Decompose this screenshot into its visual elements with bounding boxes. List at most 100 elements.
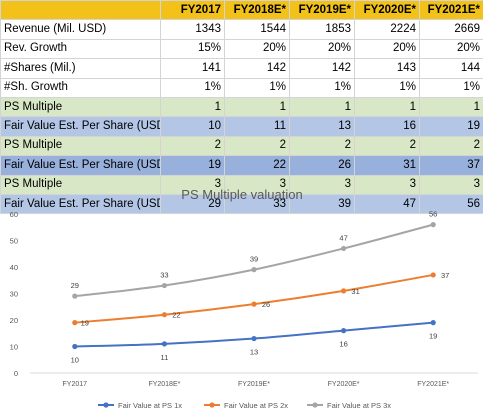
y-tick-label: 20 — [10, 316, 18, 325]
data-point — [161, 282, 167, 289]
data-point — [430, 222, 436, 228]
data-label: 31 — [351, 287, 359, 296]
header-cell — [0, 0, 161, 21]
data-label: 47 — [339, 233, 347, 242]
table-cell: 10 — [160, 116, 225, 137]
data-point — [341, 328, 347, 334]
x-axis: FY2017 FY2018E* FY2019E* FY2020E* FY2021E* — [63, 381, 450, 388]
table-cell: 1% — [354, 77, 420, 98]
data-label: 19 — [429, 332, 437, 341]
y-tick-label: 10 — [10, 343, 18, 352]
table-cell: 3 — [224, 174, 290, 195]
series-group: 10 11 13 16 19 19 22 26 31 37 29 33 39 47 56 — [71, 210, 450, 365]
chart-title: PS Multiple valuation — [181, 187, 302, 202]
table-row: Fair Value Est. Per Share (USD) 19 22 26 31 3… — [0, 155, 483, 176]
row-label: PS Multiple — [0, 174, 161, 195]
data-label: 22 — [172, 311, 180, 320]
legend-marker — [209, 402, 215, 408]
row-label: #Sh. Growth — [0, 77, 161, 98]
table-cell: 22 — [224, 155, 290, 176]
table-cell: 15% — [160, 38, 225, 60]
row-label: PS Multiple — [0, 96, 161, 118]
table-cell: 2224 — [354, 19, 420, 40]
table-cell: 2 — [419, 135, 483, 157]
data-point — [161, 312, 167, 318]
data-point — [161, 341, 167, 347]
table-cell: 2 — [160, 135, 225, 157]
row-label: Fair Value Est. Per Share (USD) — [0, 155, 161, 176]
table-row: PS Multiple 3 3 3 3 3 — [0, 174, 483, 195]
header-cell: FY2020E* — [354, 0, 420, 21]
table-cell: 2669 — [419, 19, 483, 40]
table-cell: 39 — [289, 193, 355, 215]
data-point — [72, 320, 78, 326]
table-cell: 19 — [419, 116, 483, 137]
table-cell: 3 — [289, 174, 355, 195]
x-tick-label: FY2020E* — [328, 381, 360, 388]
table-body: Revenue (Mil. USD) 1343 1544 1853 2224 2669 Re… — [0, 19, 483, 215]
y-tick-label: 50 — [10, 237, 18, 246]
data-point — [251, 335, 257, 342]
data-label: 19 — [81, 319, 89, 328]
table-cell: 11 — [224, 116, 290, 137]
table-cell: 143 — [354, 58, 420, 79]
data-point — [341, 245, 347, 252]
data-label: 26 — [262, 300, 270, 309]
x-tick-label: FY2017 — [63, 381, 88, 388]
data-point — [72, 343, 78, 350]
data-label: 33 — [160, 271, 168, 280]
table-cell: 56 — [419, 193, 483, 215]
table-cell: 1 — [419, 96, 483, 118]
data-point — [72, 293, 78, 299]
table-cell: 1853 — [289, 19, 355, 40]
table-cell: 20% — [289, 38, 355, 60]
data-point — [430, 272, 436, 278]
ps-multiple-chart: PS Multiple valuation 0 10 20 30 40 50 60 FY20… — [10, 187, 478, 410]
table-cell: 20% — [224, 38, 290, 60]
table-cell: 29 — [160, 193, 225, 215]
table-row: Rev. Growth 15% 20% 20% 20% 20% — [0, 38, 483, 60]
y-tick-label: 0 — [14, 369, 18, 378]
table-cell: 20% — [419, 38, 483, 60]
table-cell: 3 — [160, 174, 225, 195]
table-cell: 3 — [419, 174, 483, 195]
data-label: 56 — [429, 210, 437, 219]
table-cell: 20% — [354, 38, 420, 60]
header-cell: FY2019E* — [289, 0, 355, 21]
data-label: 29 — [71, 281, 79, 290]
table-cell: 16 — [354, 116, 420, 137]
x-tick-label: FY2021E* — [417, 381, 449, 388]
table-cell: 141 — [160, 58, 225, 79]
table-cell: 1544 — [224, 19, 290, 40]
table-row: PS Multiple 2 2 2 2 2 — [0, 135, 483, 157]
table-cell: 26 — [289, 155, 355, 176]
series-line — [74, 273, 434, 324]
data-label: 10 — [71, 356, 79, 365]
table-row: Fair Value Est. Per Share (USD) 29 33 39 47 5… — [0, 193, 483, 215]
legend-label: Fair Value at PS 3x — [327, 401, 391, 410]
row-label: Fair Value Est. Per Share (USD) — [0, 116, 161, 137]
row-label: #Shares (Mil.) — [0, 58, 161, 79]
y-tick-label: 40 — [10, 263, 18, 272]
y-tick-label: 60 — [10, 210, 18, 219]
table-row: #Sh. Growth 1% 1% 1% 1% 1% — [0, 77, 483, 98]
table-row: Fair Value Est. Per Share (USD) 10 11 13 16 1… — [0, 116, 483, 137]
table-cell: 144 — [419, 58, 483, 79]
table-row: Revenue (Mil. USD) 1343 1544 1853 2224 2669 — [0, 19, 483, 40]
x-tick-label: FY2019E* — [238, 381, 270, 388]
data-label: 13 — [250, 348, 258, 357]
fair-value-table: FY2017 FY2018E* FY2019E* FY2020E* FY2021… — [0, 0, 483, 215]
data-label: 37 — [441, 271, 449, 280]
y-axis: 0 10 20 30 40 50 60 — [10, 210, 18, 378]
data-point — [430, 320, 436, 326]
y-tick-label: 30 — [10, 290, 18, 299]
table-cell: 31 — [354, 155, 420, 176]
row-label: Fair Value Est. Per Share (USD) — [0, 193, 161, 215]
table-cell: 13 — [289, 116, 355, 137]
legend-label: Fair Value at PS 1x — [118, 401, 182, 410]
data-point — [251, 301, 257, 307]
row-label: Rev. Growth — [0, 38, 161, 60]
table-cell: 1% — [160, 77, 225, 98]
data-point — [341, 288, 347, 294]
table-header-row: FY2017 FY2018E* FY2019E* FY2020E* FY2021… — [0, 0, 483, 21]
